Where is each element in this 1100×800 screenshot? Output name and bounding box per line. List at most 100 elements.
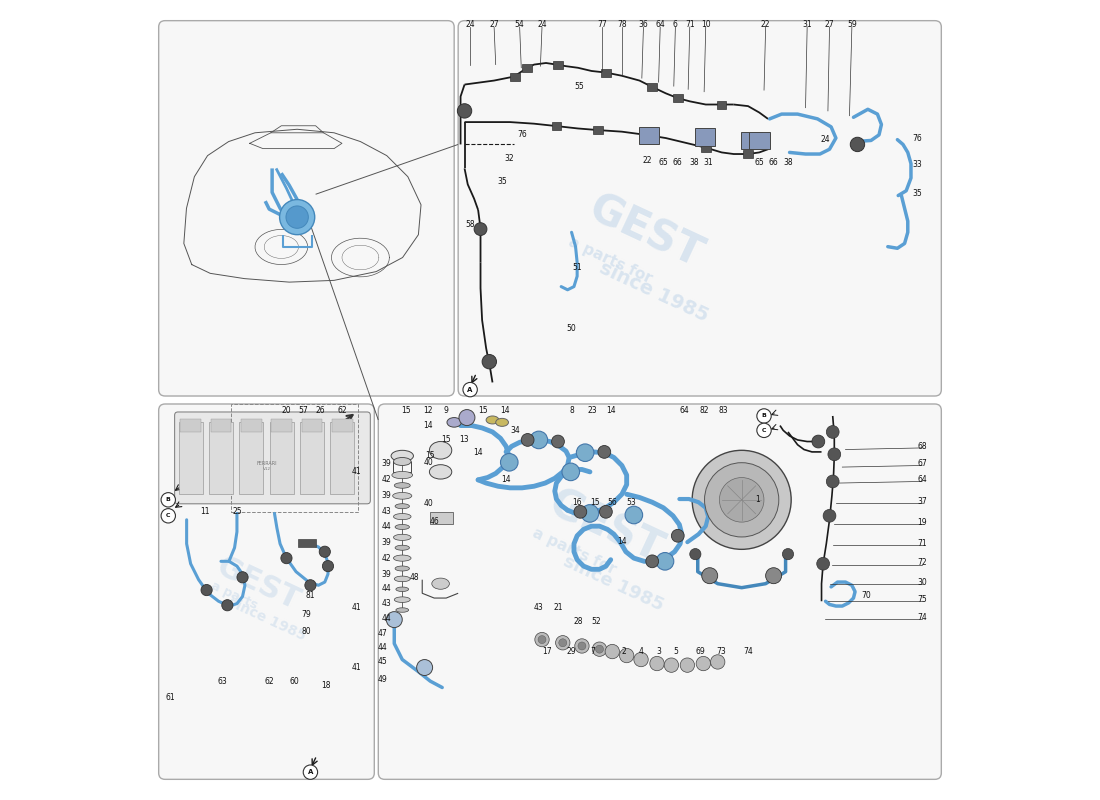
Circle shape xyxy=(222,600,233,611)
Text: 7: 7 xyxy=(590,647,595,656)
Circle shape xyxy=(812,435,825,448)
Text: 1: 1 xyxy=(756,495,760,504)
Text: 68: 68 xyxy=(917,442,927,451)
Text: B: B xyxy=(761,414,767,418)
Ellipse shape xyxy=(394,555,411,561)
Text: 33: 33 xyxy=(913,160,922,169)
Text: 41: 41 xyxy=(352,663,362,672)
Circle shape xyxy=(279,199,315,234)
Text: 13: 13 xyxy=(459,435,469,445)
Text: 64: 64 xyxy=(917,475,927,484)
Text: 61: 61 xyxy=(166,693,176,702)
Text: 37: 37 xyxy=(917,497,927,506)
Text: 27: 27 xyxy=(490,20,499,29)
Circle shape xyxy=(417,659,432,675)
Bar xyxy=(639,127,659,145)
Text: 66: 66 xyxy=(769,158,779,166)
Text: C: C xyxy=(166,514,170,518)
Text: 39: 39 xyxy=(382,491,392,500)
Circle shape xyxy=(634,652,648,666)
Text: 41: 41 xyxy=(352,467,362,476)
Circle shape xyxy=(598,446,611,458)
Text: 74: 74 xyxy=(917,613,927,622)
Text: 19: 19 xyxy=(917,518,927,526)
Circle shape xyxy=(757,423,771,438)
Text: 72: 72 xyxy=(917,558,927,567)
Bar xyxy=(701,144,711,152)
Circle shape xyxy=(562,463,580,481)
Text: 62: 62 xyxy=(338,406,348,415)
Text: 40: 40 xyxy=(424,499,433,508)
Circle shape xyxy=(704,462,779,537)
Text: 6: 6 xyxy=(673,20,678,29)
Ellipse shape xyxy=(394,534,411,541)
Text: 46: 46 xyxy=(429,517,439,526)
Text: 18: 18 xyxy=(321,681,331,690)
Text: 44: 44 xyxy=(382,584,392,593)
Text: A: A xyxy=(468,386,473,393)
Text: 66: 66 xyxy=(673,158,683,166)
Text: A: A xyxy=(308,769,314,775)
Bar xyxy=(272,419,292,432)
Circle shape xyxy=(823,510,836,522)
Text: a parts: a parts xyxy=(209,579,260,612)
Circle shape xyxy=(816,558,829,570)
Text: 65: 65 xyxy=(755,158,764,166)
Circle shape xyxy=(690,549,701,560)
Text: C: C xyxy=(762,428,767,433)
Text: 73: 73 xyxy=(717,647,727,656)
Text: 5: 5 xyxy=(673,647,679,656)
Bar xyxy=(510,73,519,81)
Text: 70: 70 xyxy=(861,591,871,600)
Text: 49: 49 xyxy=(377,675,387,684)
Text: 15: 15 xyxy=(426,451,434,461)
Text: 21: 21 xyxy=(553,603,563,612)
Circle shape xyxy=(386,612,403,628)
Circle shape xyxy=(305,580,316,591)
Text: B: B xyxy=(166,498,170,502)
Text: 15: 15 xyxy=(590,498,600,506)
Circle shape xyxy=(719,478,763,522)
Circle shape xyxy=(575,638,590,653)
Text: 14: 14 xyxy=(502,475,510,484)
Circle shape xyxy=(650,656,664,670)
Text: 59: 59 xyxy=(847,20,857,29)
Text: 26: 26 xyxy=(316,406,326,415)
Text: 57: 57 xyxy=(298,406,308,415)
Text: 9: 9 xyxy=(443,406,449,415)
Bar xyxy=(241,419,262,432)
Circle shape xyxy=(711,654,725,669)
Text: 43: 43 xyxy=(534,603,543,612)
Circle shape xyxy=(578,642,586,650)
Bar xyxy=(330,422,354,494)
Ellipse shape xyxy=(394,514,411,520)
Circle shape xyxy=(535,632,549,646)
Bar xyxy=(210,419,231,432)
Text: 43: 43 xyxy=(382,599,392,608)
FancyBboxPatch shape xyxy=(158,404,374,779)
Text: 53: 53 xyxy=(627,498,636,506)
Text: V12: V12 xyxy=(263,467,271,471)
Circle shape xyxy=(595,645,604,653)
Circle shape xyxy=(581,505,598,522)
Circle shape xyxy=(600,506,613,518)
Text: 24: 24 xyxy=(537,20,547,29)
Text: 40: 40 xyxy=(424,458,433,466)
Text: 83: 83 xyxy=(718,406,728,415)
Text: 75: 75 xyxy=(917,595,927,604)
Text: 50: 50 xyxy=(566,324,576,333)
Circle shape xyxy=(828,448,840,461)
Text: 38: 38 xyxy=(689,158,698,166)
Text: 3: 3 xyxy=(657,647,661,656)
Text: 56: 56 xyxy=(607,498,617,506)
Bar xyxy=(553,61,563,69)
Circle shape xyxy=(766,568,782,584)
Text: 24: 24 xyxy=(821,135,830,144)
Text: 14: 14 xyxy=(473,448,483,458)
Text: 15: 15 xyxy=(402,406,411,415)
Text: 71: 71 xyxy=(685,20,694,29)
Bar xyxy=(298,539,316,547)
Text: FERRARI: FERRARI xyxy=(256,462,277,466)
Ellipse shape xyxy=(395,504,409,509)
Circle shape xyxy=(474,222,487,235)
